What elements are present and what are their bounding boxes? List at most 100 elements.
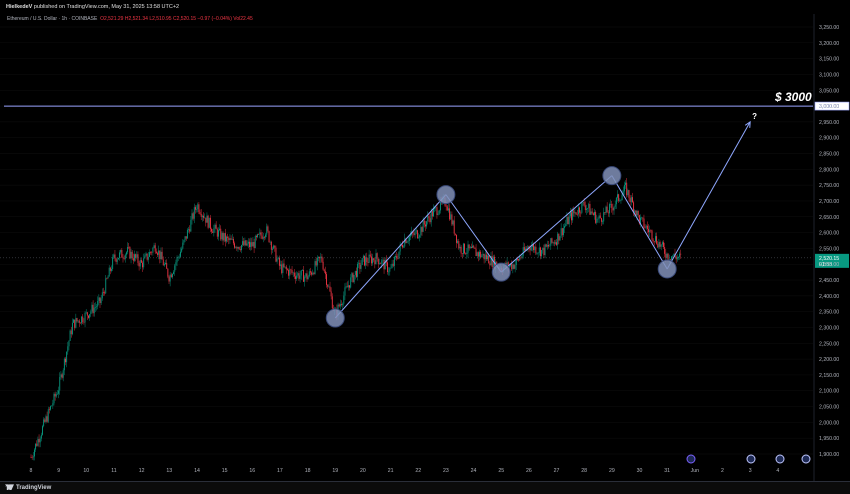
candle-body: [375, 253, 377, 265]
candle-body: [679, 253, 681, 257]
candle-body: [626, 182, 628, 196]
candle-body: [619, 200, 621, 202]
time-tick-label: 22: [415, 468, 421, 474]
candle-body: [312, 272, 314, 275]
candle-body: [666, 253, 668, 258]
candle-body: [229, 238, 231, 241]
candle-body: [301, 269, 303, 271]
candle-body: [529, 247, 531, 251]
candle-body: [209, 217, 211, 229]
candle-body: [167, 268, 169, 277]
candle-body: [483, 253, 485, 260]
candle-body: [201, 215, 203, 217]
candle-body: [272, 248, 273, 250]
candle-body: [265, 234, 267, 238]
candle-body: [157, 253, 158, 255]
tradingview-logo[interactable]: TradingView: [5, 484, 51, 492]
candle-body: [420, 227, 422, 236]
candle-body: [291, 270, 293, 273]
candle-body: [596, 218, 598, 223]
candle-body: [93, 307, 95, 314]
candle-body: [428, 216, 430, 219]
candle-body: [669, 259, 671, 260]
candle-body: [349, 285, 350, 288]
candle-body: [354, 270, 356, 275]
pivot-circle: [436, 185, 456, 205]
candle-body: [144, 255, 146, 259]
candle-body: [467, 244, 469, 253]
candle-body: [554, 242, 556, 244]
candle-body: [176, 257, 178, 263]
price-axis[interactable]: 3,250.00 3,200.00 3,150.00 3,100.00 3,050.00…: [813, 14, 839, 481]
candle-body: [481, 255, 483, 258]
pivot-circle: [325, 308, 345, 328]
candle-body: [330, 291, 332, 297]
time-axis[interactable]: 8 9 10 11 12 13 14 15 16 17 18 19 20 21 22 23 24 25 26 27 28…: [30, 468, 780, 474]
candle-body: [566, 217, 568, 225]
candle-body: [195, 207, 196, 210]
candle-body: [98, 297, 100, 301]
chart-grid: [0, 26, 813, 455]
candle-body: [142, 262, 143, 268]
candle-body: [617, 194, 618, 198]
time-tick-label: 14: [194, 468, 200, 474]
symbol-title[interactable]: Ethereum / U.S. Dollar · 1h · COINBASE: [7, 16, 98, 22]
candle-body: [45, 416, 47, 422]
candle-body: [488, 255, 490, 264]
candle-body: [545, 244, 547, 247]
candle-body: [643, 218, 645, 228]
candle-body: [198, 204, 200, 213]
candle-body: [615, 197, 617, 205]
price-tick-label: 3,200.00: [819, 41, 839, 47]
candle-body: [667, 253, 669, 260]
candle-body: [419, 235, 421, 238]
candle-body: [526, 248, 528, 250]
candle-body: [520, 257, 522, 259]
candle-body: [680, 253, 682, 255]
candle-body: [397, 258, 399, 259]
candle-body: [565, 224, 567, 227]
price-tick-label: 2,450.00: [819, 278, 839, 284]
wave-segment: [445, 194, 502, 273]
candle-body: [382, 259, 384, 261]
price-tick-label: 3,250.00: [819, 25, 839, 31]
time-tick-label: 29: [609, 468, 615, 474]
candle-body: [218, 230, 219, 237]
price-tick-label: 3,000.00: [819, 104, 839, 110]
price-tick-label: 2,800.00: [819, 167, 839, 173]
candle-body: [595, 211, 597, 223]
candle-body: [370, 256, 372, 264]
candle-body: [364, 255, 365, 266]
candle-body: [192, 213, 194, 219]
candle-body: [395, 256, 396, 257]
price-tick-label: 1,950.00: [819, 436, 839, 442]
candle-body: [268, 231, 270, 243]
candle-body: [536, 253, 538, 254]
candle-body: [264, 237, 265, 238]
time-tick-label: 31: [664, 468, 670, 474]
time-tick-label: 17: [277, 468, 283, 474]
candle-body: [648, 228, 649, 233]
candle-body: [675, 256, 677, 260]
candle-body: [653, 241, 655, 242]
candle-body: [276, 258, 278, 262]
candle-body: [365, 257, 367, 266]
candle-body: [116, 259, 118, 262]
open-value: O2,521.29: [100, 16, 124, 22]
candle-body: [541, 250, 543, 257]
time-tick-label: 8: [30, 468, 33, 474]
candle-body: [186, 229, 188, 239]
candle-body: [50, 406, 51, 410]
candle-body: [196, 209, 198, 210]
candle-body: [278, 257, 280, 266]
candle-body: [546, 245, 548, 247]
candle-body: [84, 312, 86, 323]
candle-body: [357, 263, 359, 277]
candle-body: [621, 194, 623, 201]
candle-body: [224, 233, 226, 242]
candle-body: [39, 438, 41, 443]
candle-body: [32, 456, 34, 458]
candle-body: [388, 271, 390, 273]
candle-body: [634, 210, 636, 213]
